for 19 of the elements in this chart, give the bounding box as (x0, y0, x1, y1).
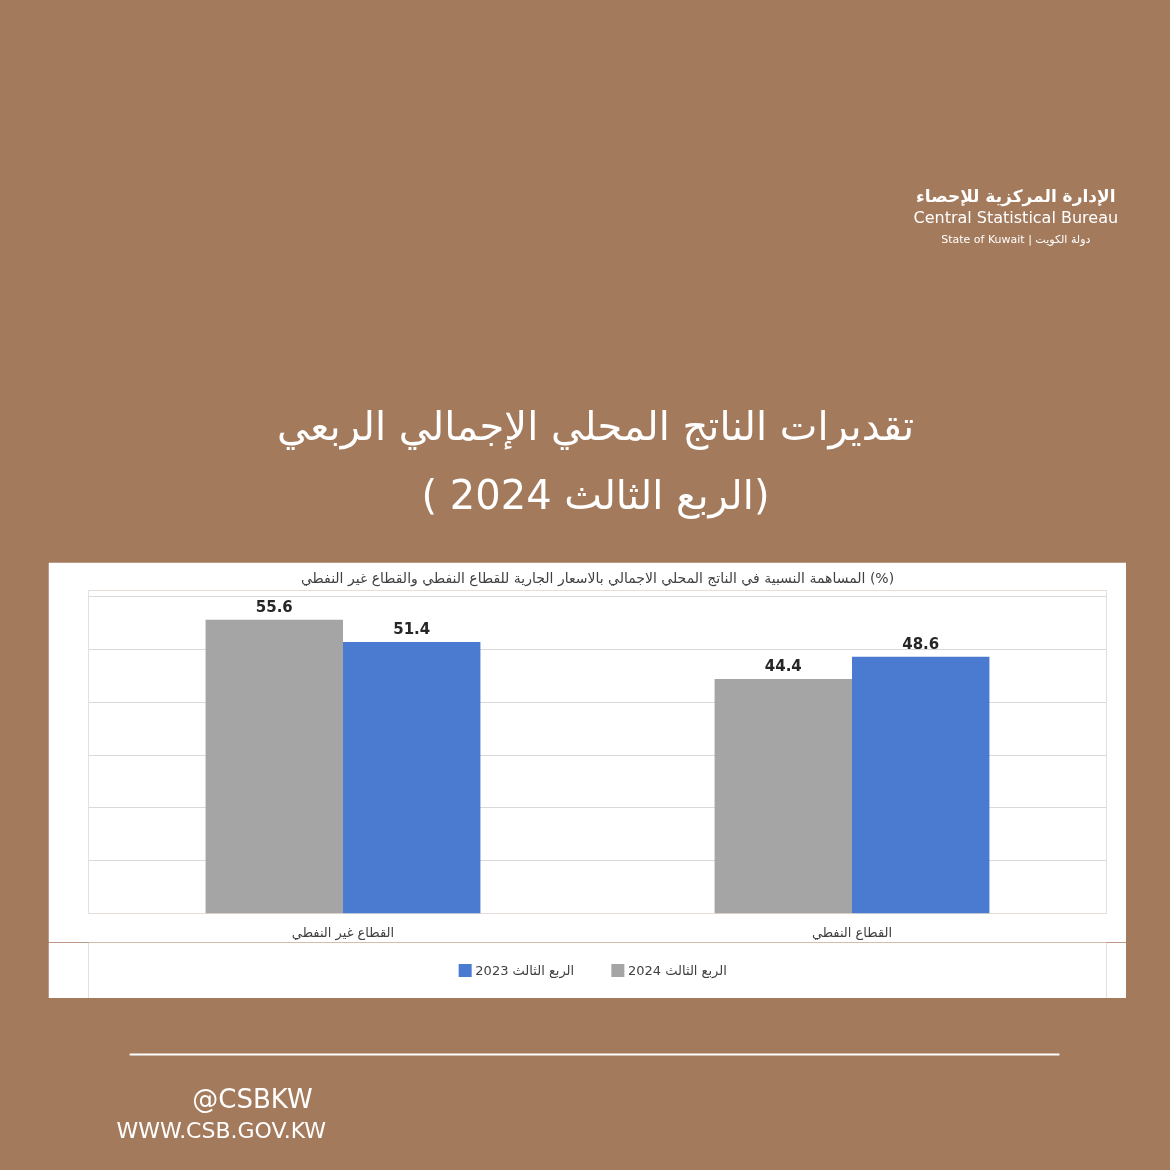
chart-subtitle: المساهمة النسبية في الناتج المحلي الاجمالي بالاسعار الجارية للقطاع النفطي والقطاع غير النفطي (%) (300, 569, 895, 587)
data-label: 55.6 (255, 597, 293, 616)
text: Central Statistical Bureau (913, 208, 1119, 227)
text: @CSBKW (192, 1083, 313, 1114)
bar (714, 679, 852, 914)
bar (205, 619, 343, 914)
chart-title: تقديرات الناتج المحلي الإجمالي الربعي ( الربع الثالث 2024) (276, 403, 915, 519)
x-tick-label: القطاع غير النفطي (291, 924, 395, 941)
text: WWW.CSB.GOV.KW (116, 1118, 327, 1143)
legend-label: الربع الثالث 2023 (475, 963, 575, 979)
text: الإدارة المركزية للإحصاء (916, 185, 1116, 207)
data-label: 51.4 (393, 620, 431, 639)
data-label: 48.6 (902, 634, 940, 653)
legend-label: الربع الثالث 2024 (628, 963, 727, 979)
bar (852, 656, 990, 914)
data-label: 44.4 (764, 657, 802, 676)
text: State of Kuwait | دولة الكويت (941, 233, 1091, 246)
bar (343, 642, 481, 914)
x-tick-label: القطاع النفطي (811, 924, 893, 941)
